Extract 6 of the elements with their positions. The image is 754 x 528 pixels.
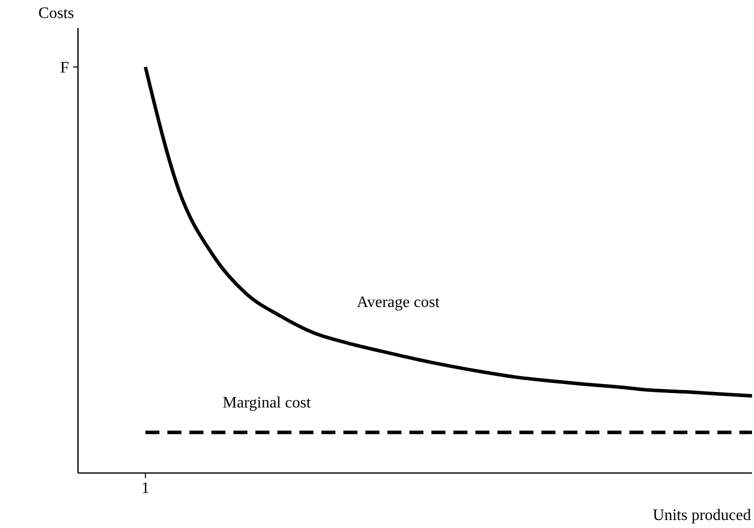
y-axis-title: Costs [38,5,74,22]
text: Average cost [356,294,440,312]
series-label: Marginal cost [222,394,312,412]
text: 1 [141,480,150,497]
text: F [60,60,70,77]
x-axis-title: Units produced [652,507,751,524]
